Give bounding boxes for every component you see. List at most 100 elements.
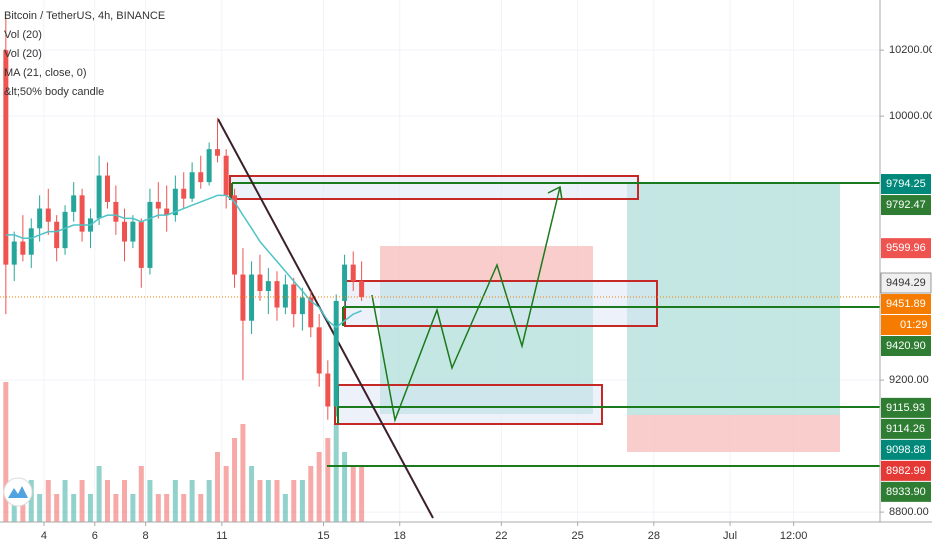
price-label-bg [881,397,931,418]
candle-body [257,274,263,292]
volume-bar [181,494,187,522]
volume-bar [138,466,144,522]
x-tick-label: 4 [41,530,47,542]
volume-bar [71,494,77,522]
price-label-bg [881,481,931,502]
volume-bar [342,452,348,522]
candle-body [62,211,68,249]
axis-labels: 8800.00 9200.00 10000.00 10200.00 4 8 11 15 18 22… [41,44,932,542]
candle-body [198,172,204,183]
candle-body [181,188,187,199]
volume-bar [147,480,153,522]
candle-body [71,195,77,212]
volume-bar [274,480,280,522]
volume-bar [130,494,136,522]
price-label: 9115.93 [886,402,925,414]
legend-entry: Vol (20) [4,29,42,41]
price-label-bg [881,238,931,259]
countdown-bg [881,315,931,336]
candle-body [54,221,60,249]
stop-zone [627,415,840,452]
candle-body [147,201,153,268]
volume-bar [155,494,161,522]
volume-bar [20,494,26,522]
x-tick-label: 22 [495,530,507,542]
candle-body [359,281,365,298]
volume-bar [3,382,9,522]
x-tick-label: 8 [143,530,149,542]
volume-bar [206,480,212,522]
stop-zone [380,246,593,280]
price-label-bg [881,336,931,357]
candle-body [240,274,246,321]
candle-body [130,221,136,242]
x-tick-label: 28 [648,530,660,542]
volume-bar [113,494,119,522]
candle-body [37,208,43,229]
x-tick-label: 6 [92,530,98,542]
volume-bar [232,438,238,522]
legend-entry: Vol (20) [4,48,42,60]
volume-bar [240,424,246,522]
candle-body [3,50,9,265]
volume-bar [316,452,322,522]
volume-bar [325,438,331,522]
candle-body [20,241,26,255]
price-label-bg [881,294,931,315]
candle-body [122,221,128,242]
price-label: 9098.88 [886,444,926,456]
volume-bar [45,480,51,522]
volume-bar [215,452,221,522]
candle-body [79,195,85,232]
price-label-bg [881,174,931,195]
candle-body [96,175,102,219]
price-label: 9451.89 [886,298,926,310]
arrow-head [547,185,563,201]
projection-path [371,186,561,423]
candle-body [104,175,110,202]
logo[interactable] [3,477,33,507]
zone-box [344,280,658,327]
candle-body [28,228,34,255]
price-label-bg [881,460,931,481]
candle-body [299,297,305,315]
candle-body [215,149,221,156]
candle-body [172,188,178,216]
logo-circle[interactable] [3,477,33,507]
logo-icon[interactable] [8,486,28,498]
candle-body [282,284,288,308]
candle-body [206,149,212,183]
price-label: 9114.26 [886,423,925,435]
volume-bar [28,480,34,522]
candles [3,17,365,420]
overlay: 9794.25 9792.47 9599.96 9494.29 9451.89 01:29… [0,174,932,502]
countdown: 01:29 [900,319,928,331]
price-label: 9599.96 [886,242,926,254]
volume-bar [282,494,288,522]
volume-bar [62,480,68,522]
volume-bar [96,466,102,522]
price-label: 8933.90 [886,486,926,498]
volume-bar [122,480,128,522]
price-label: 8982.99 [886,465,926,477]
volume [3,382,365,522]
candle-body [291,284,297,315]
volume-bar [257,480,263,522]
volume-bar [37,494,43,522]
volume-bar [359,466,365,522]
x-tick-label: Jul [723,530,737,542]
zone-box [229,175,639,200]
target-zone [627,183,840,415]
candle-body [11,241,17,265]
price-label: 9494.29 [886,277,926,289]
candle-body [316,327,322,374]
price-label-bg [881,195,931,216]
legend-entry: &lt;50% body candle [4,86,104,98]
x-tick-label: 11 [216,530,227,542]
candle-body [342,264,348,301]
candle-body [164,208,170,216]
volume-bar [87,494,93,522]
candle-body [232,195,238,275]
chart-title: Bitcoin / TetherUS, 4h, BINANCE [4,10,165,22]
volume-bar [291,480,297,522]
